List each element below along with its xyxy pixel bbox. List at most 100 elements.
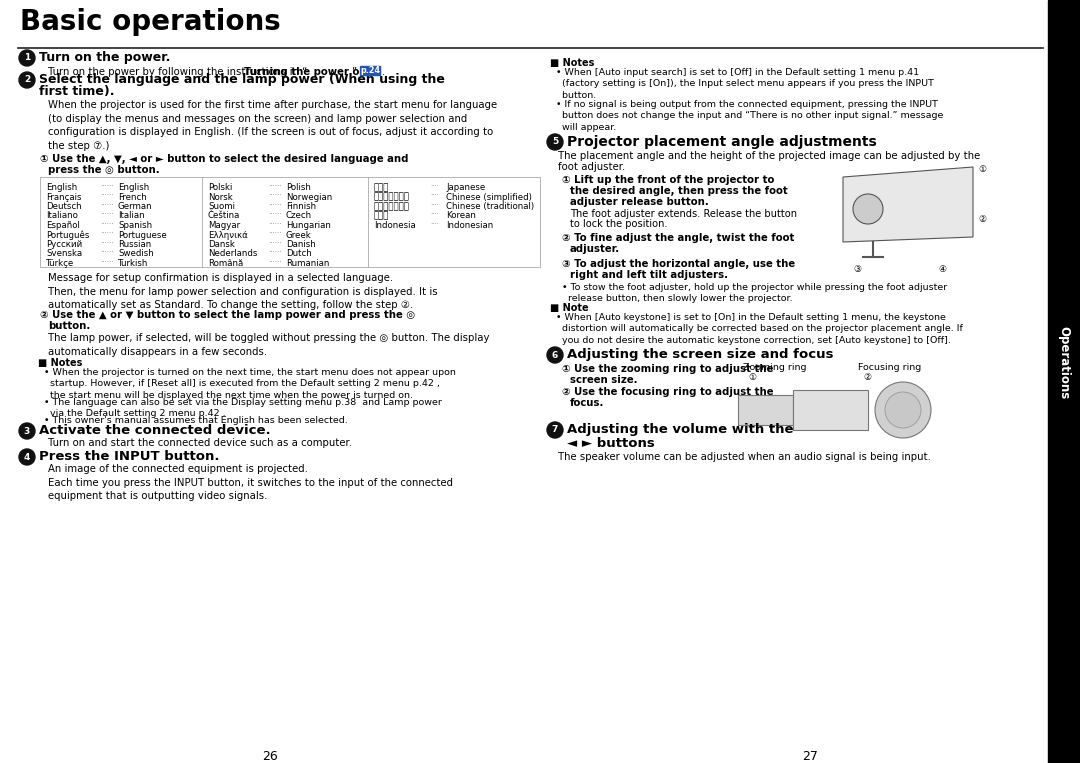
Text: 한국어: 한국어 [374, 211, 390, 221]
Text: French: French [118, 192, 147, 201]
Text: • This owner's manual assumes that English has been selected.: • This owner's manual assumes that Engli… [44, 416, 348, 425]
Text: ······: ······ [268, 221, 282, 227]
Text: Indonesia: Indonesia [374, 221, 416, 230]
Text: ② Use the focusing ring to adjust the: ② Use the focusing ring to adjust the [562, 387, 773, 397]
Text: Chinese (simplified): Chinese (simplified) [446, 192, 531, 201]
Circle shape [19, 50, 35, 66]
Text: ······: ······ [268, 183, 282, 189]
Text: Turn on the power by following the instructions in “: Turn on the power by following the instr… [48, 67, 308, 77]
Text: Turning the power on: Turning the power on [244, 67, 366, 77]
Text: • To stow the foot adjuster, hold up the projector while pressing the foot adjus: • To stow the foot adjuster, hold up the… [562, 283, 947, 304]
Text: ······: ······ [100, 192, 113, 198]
Text: ······: ······ [268, 250, 282, 256]
Text: press the ◎ button.: press the ◎ button. [48, 165, 160, 175]
Text: ······: ······ [100, 259, 113, 265]
Text: button.: button. [48, 321, 91, 331]
Bar [793, 390, 868, 430]
Circle shape [546, 422, 563, 438]
Text: English: English [46, 183, 78, 192]
Text: Indonesian: Indonesian [446, 221, 494, 230]
Text: German: German [118, 202, 152, 211]
Text: ······: ······ [100, 202, 113, 208]
Text: Svenska: Svenska [46, 250, 82, 259]
Text: ③ To adjust the horizontal angle, use the: ③ To adjust the horizontal angle, use th… [562, 259, 795, 269]
Text: ②: ② [863, 373, 872, 382]
Text: The placement angle and the height of the projected image can be adjusted by the: The placement angle and the height of th… [558, 151, 981, 161]
Text: 26: 26 [262, 750, 278, 763]
Text: ······: ······ [100, 250, 113, 256]
Text: Focusing ring: Focusing ring [858, 363, 921, 372]
Text: Adjusting the volume with the: Adjusting the volume with the [567, 423, 794, 436]
Text: Português: Português [46, 230, 90, 240]
Text: ······: ······ [100, 183, 113, 189]
Text: ■ Notes: ■ Notes [550, 58, 594, 68]
Text: • If no signal is being output from the connected equipment, pressing the INPUT
: • If no signal is being output from the … [556, 100, 943, 132]
Text: The foot adjuster extends. Release the button: The foot adjuster extends. Release the b… [570, 209, 797, 219]
Text: .: . [382, 67, 386, 77]
Text: ····: ···· [430, 192, 438, 198]
Text: ······: ······ [268, 240, 282, 246]
Text: Adjusting the screen size and focus: Adjusting the screen size and focus [567, 348, 834, 361]
Text: 5: 5 [552, 137, 558, 146]
Text: When the projector is used for the first time after purchase, the start menu for: When the projector is used for the first… [48, 100, 497, 151]
Text: Deutsch: Deutsch [46, 202, 82, 211]
Text: Magyar: Magyar [208, 221, 240, 230]
Text: Turkish: Turkish [118, 259, 148, 268]
Text: Norwegian: Norwegian [286, 192, 333, 201]
Text: 中文（简体字）: 中文（简体字） [374, 192, 410, 201]
Text: Greek: Greek [286, 230, 312, 240]
Text: ①: ① [748, 373, 756, 382]
Circle shape [19, 449, 35, 465]
Text: Basic operations: Basic operations [21, 8, 281, 36]
Circle shape [853, 194, 883, 224]
Text: the desired angle, then press the foot: the desired angle, then press the foot [570, 186, 787, 196]
Text: ····: ···· [430, 221, 438, 227]
Circle shape [885, 392, 921, 428]
Text: Polish: Polish [286, 183, 311, 192]
Bar [1048, 0, 1080, 763]
Text: ····: ···· [430, 202, 438, 208]
Text: • When [Auto input search] is set to [Off] in the Default setting 1 menu p.41
  : • When [Auto input search] is set to [Of… [556, 68, 934, 100]
Text: Türkçe: Türkçe [46, 259, 75, 268]
Text: 6: 6 [552, 350, 558, 359]
Circle shape [546, 347, 563, 363]
Text: ”: ” [352, 67, 361, 77]
Text: The speaker volume can be adjusted when an audio signal is being input.: The speaker volume can be adjusted when … [558, 452, 931, 462]
Text: ······: ······ [100, 221, 113, 227]
Bar [738, 395, 793, 425]
Circle shape [19, 72, 35, 88]
Text: right and left tilt adjusters.: right and left tilt adjusters. [570, 270, 728, 280]
Bar [40, 177, 540, 267]
Text: adjuster release button.: adjuster release button. [570, 197, 708, 207]
Bar [360, 66, 380, 75]
Text: ① Use the zooming ring to adjust the: ① Use the zooming ring to adjust the [562, 364, 773, 374]
Text: ① Lift up the front of the projector to: ① Lift up the front of the projector to [562, 175, 774, 185]
Text: ······: ······ [268, 202, 282, 208]
Text: ③: ③ [853, 265, 861, 274]
Text: ② To fine adjust the angle, twist the foot: ② To fine adjust the angle, twist the fo… [562, 233, 795, 243]
Text: ■ Note: ■ Note [550, 303, 589, 313]
Text: ······: ······ [100, 240, 113, 246]
Text: 27: 27 [802, 750, 818, 763]
Text: Русский: Русский [46, 240, 82, 249]
Text: focus.: focus. [570, 398, 605, 408]
Text: Turn on the power.: Turn on the power. [39, 51, 171, 64]
Text: • When [Auto keystone] is set to [On] in the Default setting 1 menu, the keyston: • When [Auto keystone] is set to [On] in… [556, 313, 963, 345]
Text: ①: ① [978, 165, 986, 174]
Text: Español: Español [46, 221, 80, 230]
Text: Zooming ring: Zooming ring [743, 363, 807, 372]
Text: Ελληνικά: Ελληνικά [208, 230, 248, 240]
Circle shape [546, 134, 563, 150]
Text: to lock the position.: to lock the position. [570, 219, 667, 229]
Text: 4: 4 [24, 452, 30, 462]
Text: Rumanian: Rumanian [286, 259, 329, 268]
Polygon shape [843, 167, 973, 242]
Text: Russian: Russian [118, 240, 151, 249]
Text: English: English [118, 183, 149, 192]
Text: Finnish: Finnish [286, 202, 316, 211]
Text: Press the INPUT button.: Press the INPUT button. [39, 450, 219, 463]
Text: Select the language and the lamp power (When using the: Select the language and the lamp power (… [39, 73, 445, 86]
Text: Projector placement angle adjustments: Projector placement angle adjustments [567, 135, 877, 149]
Text: Portuguese: Portuguese [118, 230, 166, 240]
Text: Suomi: Suomi [208, 202, 235, 211]
